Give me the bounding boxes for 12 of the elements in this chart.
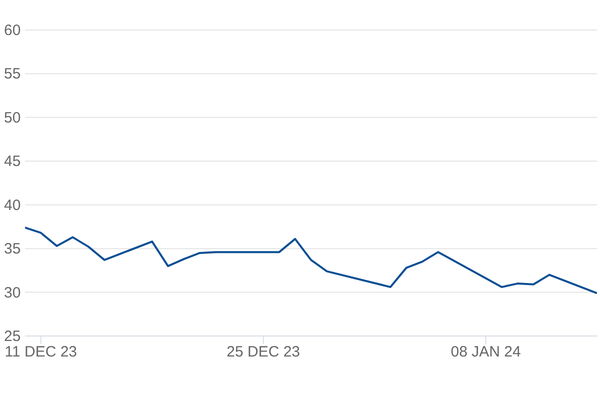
y-tick-label: 40 xyxy=(4,196,21,214)
y-tick-label: 55 xyxy=(4,66,21,83)
line-series xyxy=(25,226,597,294)
y-tick-label: 50 xyxy=(4,109,21,126)
y-tick-label: 35 xyxy=(4,240,21,258)
y-tick-label: 45 xyxy=(4,153,21,170)
y-tick-label: 60 xyxy=(4,22,21,39)
y-tick-label: 30 xyxy=(4,284,21,302)
y-tick-label: 25 xyxy=(4,328,21,345)
x-tick-label: 25 DEC 23 xyxy=(226,344,300,361)
x-tick-label: 08 JAN 24 xyxy=(450,344,521,361)
x-tick-label: 11 DEC 23 xyxy=(4,344,78,361)
